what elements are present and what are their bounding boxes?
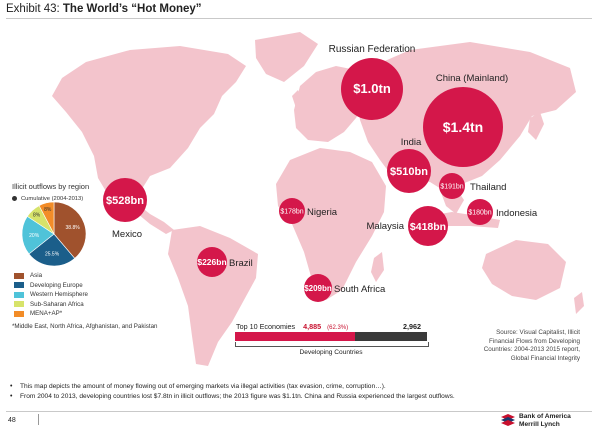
australia-shape [482, 240, 566, 300]
bubble-brazil[interactable]: $226bn [197, 247, 227, 277]
bubble-china[interactable]: $1.4tn [423, 87, 503, 167]
bar-top10-value: 4,885 [303, 322, 322, 331]
greenland-shape [255, 32, 318, 82]
region-pie-chart: 38.8% 25.5% 20% 8%8% [21, 201, 87, 267]
uk-shape [292, 90, 302, 108]
pie-label-developing-europe: 25.5% [45, 252, 60, 258]
top-divider [6, 18, 592, 19]
bullet-list: • This map depicts the amount of money fl… [10, 381, 455, 401]
bubble-thailand[interactable]: $191bn [439, 173, 465, 199]
pie-label-mena-ap-: 8% [44, 207, 52, 213]
exhibit-title: Exhibit 43: The World’s “Hot Money” [6, 3, 202, 15]
central-america-shape [138, 206, 174, 234]
pie-slice-developing-europe [28, 233, 76, 267]
bubble-mexico[interactable]: $528bn [103, 178, 147, 222]
bubble-thailand-value: $191bn [440, 184, 463, 191]
pie-slice-western-hemisphere [21, 215, 55, 255]
pie-label-asia: 38.8% [66, 225, 81, 231]
pie-slice-mena-ap- [38, 201, 55, 235]
north-america-shape [52, 46, 246, 210]
label-india: India [401, 137, 422, 148]
bubble-russia-value: $1.0tn [353, 81, 391, 96]
legend-swatch [14, 291, 24, 298]
page-separator [38, 414, 39, 425]
brand-logo: Bank of America Merrill Lynch [519, 413, 571, 428]
label-thailand: Thailand [470, 182, 506, 193]
legend-swatch [14, 272, 24, 279]
bubble-malaysia[interactable]: $418bn [408, 206, 448, 246]
bubble-russia[interactable]: $1.0tn [341, 58, 403, 120]
bottom-divider [6, 411, 592, 412]
bar-title: Top 10 Economies 4,885 (62.3%) [236, 322, 349, 331]
label-mexico: Mexico [112, 229, 142, 240]
bubble-mexico-value: $528bn [106, 195, 144, 207]
bar-caption: Developing Countries [299, 349, 363, 356]
bank-flag-logo-icon [501, 414, 515, 426]
bar-segment-top10 [235, 332, 355, 341]
bullet-item: • From 2004 to 2013, developing countries… [10, 392, 455, 400]
pie-title: Illicit outflows by region [12, 182, 90, 191]
legend-item-sub-saharan-africa: Sub-Saharan Africa [14, 300, 88, 310]
madagascar-shape [371, 252, 384, 282]
label-russia: Russian Federation [329, 44, 416, 55]
new-zealand-shape [574, 292, 584, 314]
label-malaysia: Malaysia [367, 221, 405, 232]
pie-subtitle: Cumulative (2004-2013) [12, 196, 83, 202]
legend-item-western-hemisphere: Western Hemisphere [14, 290, 88, 300]
label-south-africa: South Africa [334, 284, 386, 295]
label-indonesia: Indonesia [496, 208, 538, 219]
bubble-india-value: $510bn [390, 166, 428, 178]
bar-total-value: 2,962 [403, 322, 421, 331]
bar-bracket [235, 342, 429, 347]
source-note: Source: Visual Capitalist, Illicit Finan… [483, 329, 580, 362]
legend-item-mena: MENA+AP* [14, 309, 88, 319]
japan-shape [528, 112, 544, 140]
region-legend: Asia Developing Europe Western Hemispher… [14, 271, 88, 319]
label-brazil: Brazil [229, 258, 253, 269]
africa-shape [276, 148, 386, 300]
label-nigeria: Nigeria [307, 207, 338, 218]
bubble-malaysia-value: $418bn [410, 221, 446, 233]
bullet-dot-icon [12, 196, 17, 201]
legend-item-asia: Asia [14, 271, 88, 281]
south-america-shape [168, 226, 258, 366]
page-number: 48 [8, 417, 16, 424]
pie-footnote: *Middle East, North Africa, Afghanistan,… [12, 323, 158, 330]
pie-label-sub-saharan-africa: 8% [33, 213, 41, 219]
legend-swatch [14, 282, 24, 289]
bubble-south-africa-value: $209bn [304, 284, 332, 293]
bubble-nigeria[interactable]: $178bn [279, 198, 305, 224]
pie-label-western-hemisphere: 20% [29, 233, 40, 239]
bubble-south-africa[interactable]: $209bn [304, 274, 332, 302]
bullet-item: • This map depicts the amount of money fl… [10, 382, 386, 390]
bubble-indonesia-value: $180bn [468, 210, 491, 217]
legend-swatch [14, 301, 24, 308]
bar-top10-pct: (62.3%) [327, 325, 349, 331]
bubble-india[interactable]: $510bn [387, 149, 431, 193]
bubble-brazil-value: $226bn [197, 257, 226, 267]
bubble-indonesia[interactable]: $180bn [467, 199, 493, 225]
legend-swatch [14, 310, 24, 317]
label-china: China (Mainland) [436, 73, 508, 84]
bar-segment-rest [355, 332, 427, 341]
legend-item-developing-europe: Developing Europe [14, 281, 88, 291]
bubble-china-value: $1.4tn [443, 119, 483, 135]
pie-slice-asia [53, 201, 87, 259]
bubble-nigeria-value: $178bn [280, 209, 303, 216]
